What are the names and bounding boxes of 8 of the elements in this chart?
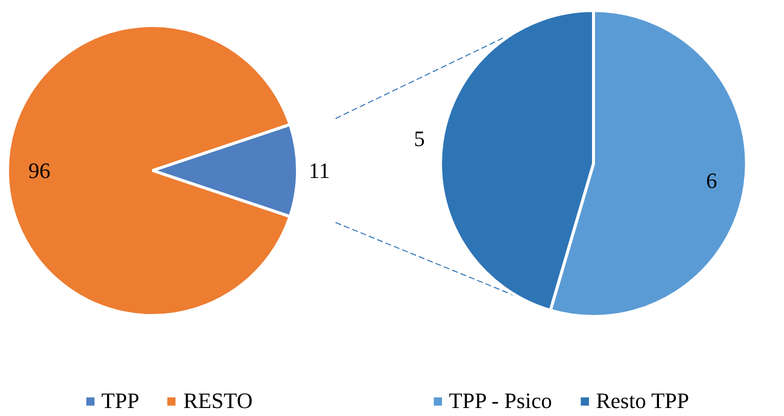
data-label: 6 [706, 168, 718, 193]
data-label: 96 [28, 158, 50, 183]
data-label: 11 [308, 158, 330, 183]
legend-label: TPP [101, 388, 140, 414]
legend-label: Resto TPP [596, 388, 690, 414]
legend-label: RESTO [183, 388, 253, 414]
legend-label: TPP - Psico [448, 388, 552, 414]
data-label: 5 [414, 126, 425, 151]
